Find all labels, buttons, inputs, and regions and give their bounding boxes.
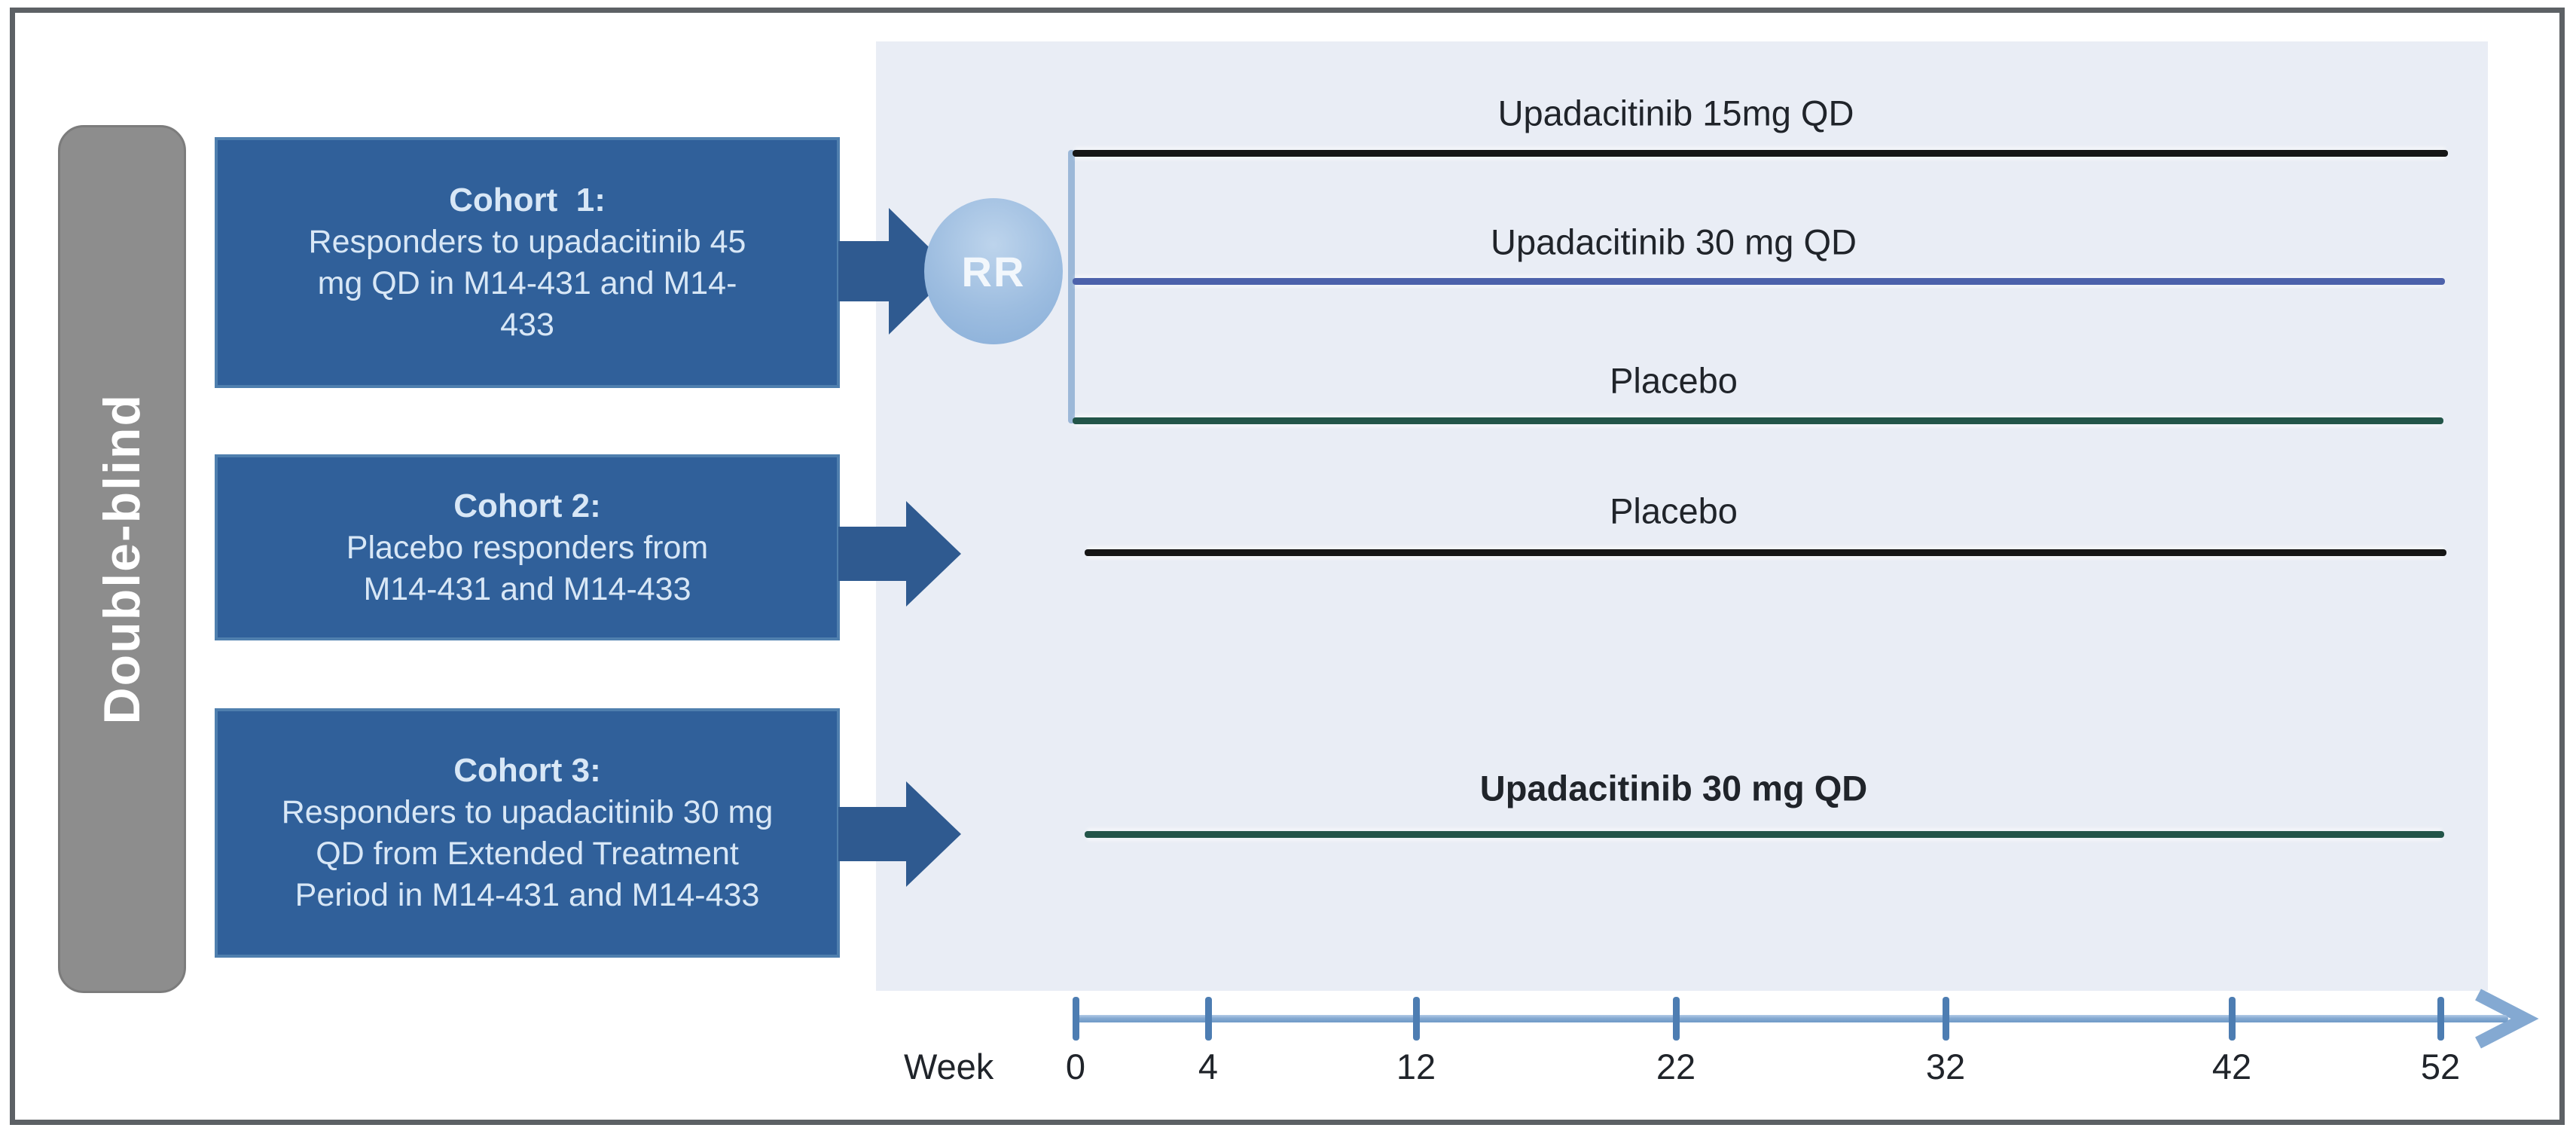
- timeline-tick: [1943, 997, 1949, 1041]
- cohort-description: Placebo responders from M14-431 and M14-…: [346, 529, 709, 607]
- treatment-arm-line: [1073, 150, 2448, 157]
- treatment-arm-label: Upadacitinib 30 mg QD: [1479, 768, 1868, 808]
- week-tick-label: 22: [1656, 1047, 1696, 1087]
- week-tick-label: 12: [1396, 1047, 1436, 1087]
- week-tick-label: 42: [2211, 1047, 2252, 1087]
- cohort-title: Cohort 3:: [453, 752, 601, 789]
- cohort-title: Cohort 1:: [449, 182, 606, 219]
- re-randomization-badge: RR: [924, 198, 1063, 344]
- cohort-box: Cohort 3: Responders to upadacitinib 30 …: [215, 708, 840, 958]
- treatment-arm-line: [1085, 831, 2444, 838]
- treatment-arm-label: Upadacitinib 30 mg QD: [1491, 222, 1857, 262]
- branch-connector-line: [1068, 150, 1075, 423]
- timeline-tick: [1205, 997, 1212, 1041]
- treatment-arm-label: Placebo: [1610, 491, 1738, 531]
- week-tick-label: 52: [2420, 1047, 2461, 1087]
- week-tick-label: 32: [1925, 1047, 1966, 1087]
- treatment-arm-label: Upadacitinib 15mg QD: [1497, 93, 1854, 133]
- timeline-tick: [1413, 997, 1420, 1041]
- week-tick-label: 4: [1198, 1047, 1219, 1087]
- cohort-box: Cohort 1: Responders to upadacitinib 45 …: [215, 137, 840, 388]
- double-blind-label: Double-blind: [93, 393, 151, 725]
- timeline-tick: [2437, 997, 2444, 1041]
- cohort-title: Cohort 2:: [453, 487, 601, 524]
- treatment-arm-line: [1073, 417, 2443, 424]
- timeline-tick: [1073, 997, 1079, 1041]
- week-axis-label: Week: [904, 1047, 994, 1087]
- treatment-arm-line: [1085, 549, 2446, 556]
- timeline-axis: [1076, 1015, 2508, 1022]
- timeline-tick: [1673, 997, 1680, 1041]
- treatment-arm-label: Placebo: [1610, 360, 1738, 401]
- timeline-tick: [2229, 997, 2236, 1041]
- treatment-arm-line: [1073, 278, 2445, 285]
- cohort-description: Responders to upadacitinib 30 mg QD from…: [281, 794, 774, 913]
- cohort-description: Responders to upadacitinib 45 mg QD in M…: [308, 224, 746, 343]
- outer-frame: [10, 8, 2565, 1125]
- cohort-box: Cohort 2: Placebo responders from M14-43…: [215, 454, 840, 640]
- double-blind-band: Double-blind: [58, 125, 186, 993]
- week-tick-label: 0: [1065, 1047, 1086, 1087]
- re-randomization-label: RR: [961, 247, 1026, 295]
